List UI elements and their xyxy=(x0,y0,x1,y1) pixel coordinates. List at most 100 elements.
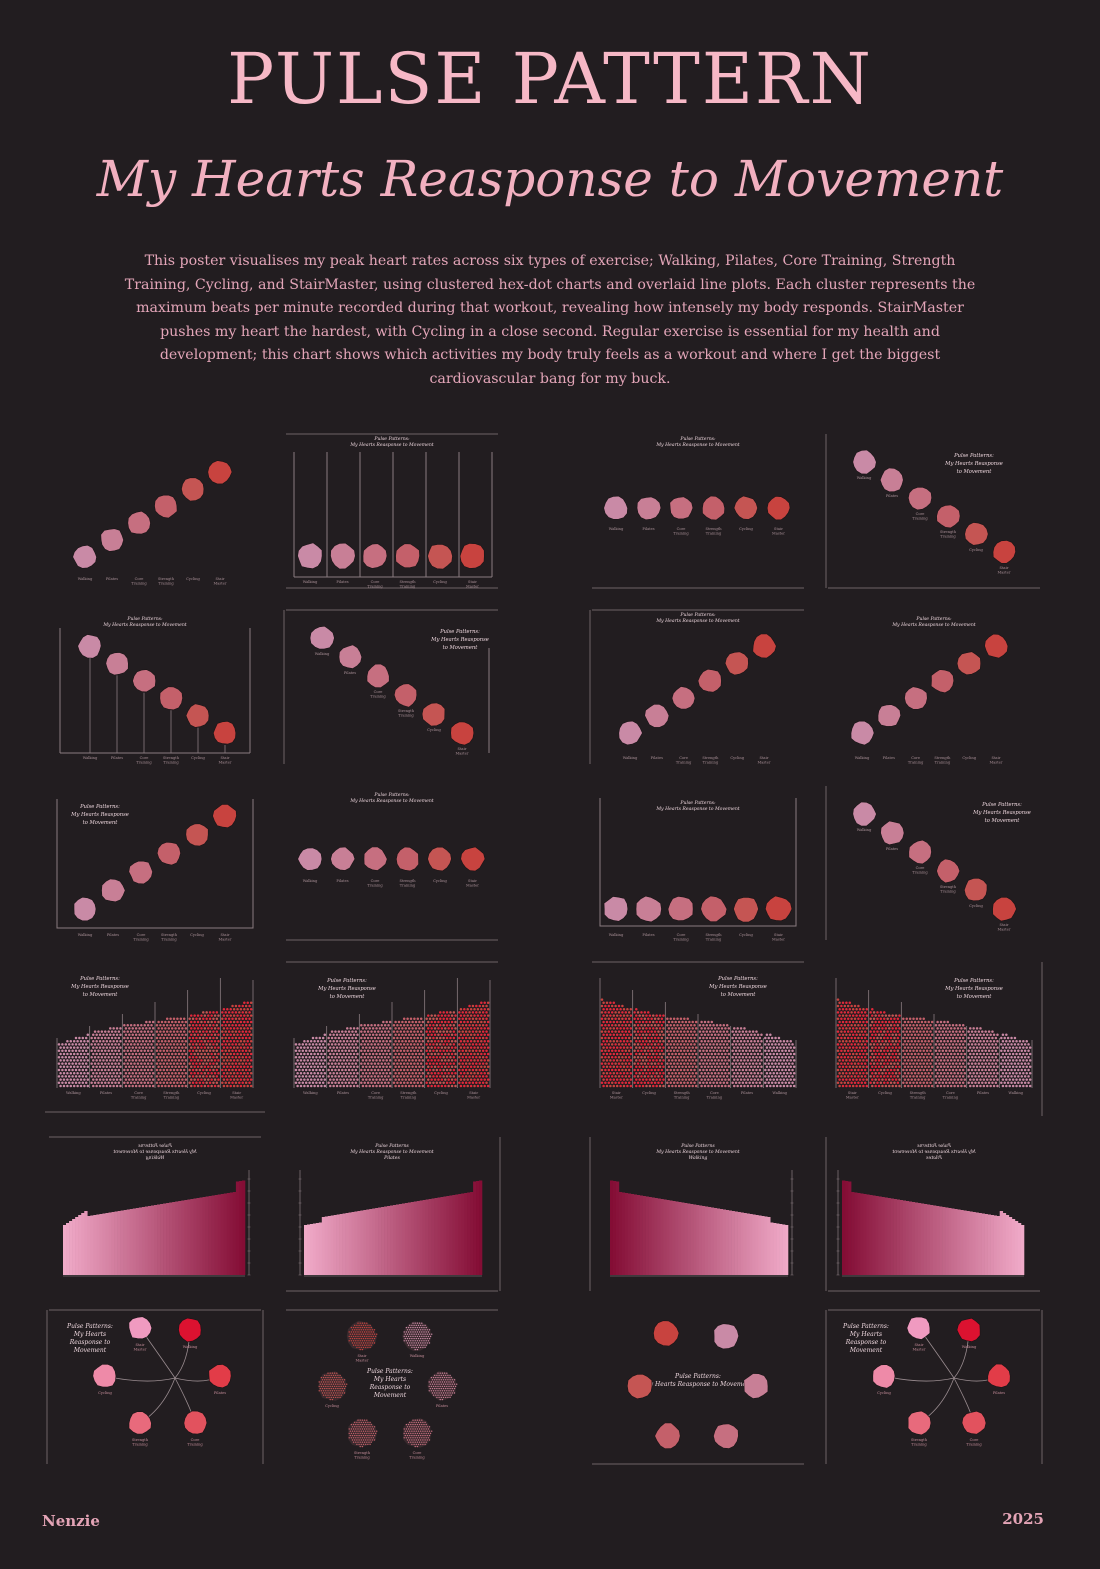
chart-title: to Movement xyxy=(83,992,119,998)
dot xyxy=(241,1036,244,1040)
dot xyxy=(948,1062,951,1065)
dot xyxy=(212,1017,215,1021)
hex-dot-cluster xyxy=(421,702,446,727)
dot xyxy=(373,1068,377,1072)
dot xyxy=(485,1004,488,1008)
dot xyxy=(745,1075,748,1078)
dot xyxy=(836,1081,840,1085)
dot xyxy=(181,1059,184,1062)
dot xyxy=(896,1023,900,1027)
dot xyxy=(172,1068,176,1072)
dot xyxy=(315,1055,318,1059)
panel-diagonal-down: Pulse Patterns: My Hearts Reasponse to Mov… xyxy=(824,432,1044,590)
hex-dot-cluster xyxy=(159,686,183,711)
dot xyxy=(626,1065,629,1069)
dot xyxy=(207,1027,210,1030)
dot xyxy=(874,1059,877,1062)
dot xyxy=(313,1065,316,1069)
dot xyxy=(330,1062,334,1065)
dot xyxy=(442,1075,445,1078)
category-label: Pilates xyxy=(336,879,348,883)
dot xyxy=(927,1033,930,1037)
dot xyxy=(399,1075,403,1078)
chart-title: My Hearts Reasponse to Movement xyxy=(349,442,433,448)
bar xyxy=(105,1213,109,1275)
dot xyxy=(239,1065,243,1069)
dot xyxy=(244,1068,248,1072)
dot xyxy=(221,1036,224,1040)
dot xyxy=(485,1062,488,1065)
dot xyxy=(468,1062,471,1065)
dot xyxy=(190,1052,193,1056)
dot xyxy=(917,1033,920,1037)
dot xyxy=(977,1075,981,1078)
poster-title: PULSE PATTERN xyxy=(227,38,873,120)
dot xyxy=(1000,1043,1003,1046)
dot xyxy=(93,1036,97,1040)
dot xyxy=(982,1046,986,1049)
dot xyxy=(946,1039,950,1043)
dot xyxy=(444,1052,447,1056)
dot xyxy=(719,1055,722,1059)
dot xyxy=(879,1049,883,1053)
dot xyxy=(792,1071,796,1075)
dot xyxy=(939,1027,943,1030)
dot xyxy=(756,1059,760,1062)
dot xyxy=(339,1046,342,1049)
bar xyxy=(160,1204,164,1275)
hex-dot-cluster xyxy=(77,634,102,659)
dot xyxy=(784,1075,787,1078)
dot xyxy=(688,1039,691,1043)
dot xyxy=(647,1023,650,1027)
dot xyxy=(655,1059,658,1062)
dot xyxy=(751,1043,755,1046)
dot xyxy=(863,1062,867,1065)
dot xyxy=(896,1036,900,1040)
dot xyxy=(908,1055,912,1059)
dot xyxy=(435,1017,439,1021)
dot xyxy=(951,1030,955,1033)
dot xyxy=(915,1023,919,1027)
dot xyxy=(674,1065,677,1069)
hex-dot-cluster xyxy=(395,846,419,872)
dot xyxy=(769,1039,772,1043)
dot xyxy=(846,1004,850,1008)
dot xyxy=(605,1033,609,1037)
dot xyxy=(915,1062,919,1065)
dot xyxy=(485,1011,488,1014)
dot xyxy=(743,1027,746,1030)
dot xyxy=(337,1055,341,1059)
dot xyxy=(110,1068,114,1072)
dot xyxy=(741,1049,745,1053)
dot xyxy=(1025,1065,1028,1069)
dot xyxy=(653,1017,657,1021)
dot xyxy=(789,1078,792,1081)
dot xyxy=(72,1071,76,1075)
dot xyxy=(1027,1068,1030,1072)
dot xyxy=(198,1030,202,1033)
dot xyxy=(107,1043,110,1046)
dot xyxy=(960,1052,963,1056)
dot xyxy=(341,1075,344,1078)
category-label: Cycling xyxy=(969,904,983,908)
dot xyxy=(160,1078,164,1081)
dot xyxy=(874,1020,877,1024)
dot xyxy=(739,1027,743,1030)
category-label: Training xyxy=(158,582,174,586)
dot xyxy=(406,1043,409,1046)
category-label: Stair xyxy=(774,527,783,531)
dot xyxy=(150,1043,153,1046)
dot xyxy=(110,1075,114,1078)
dot xyxy=(677,1052,681,1056)
category-label: Stair xyxy=(612,1091,621,1095)
dot xyxy=(666,1062,669,1065)
dot xyxy=(164,1084,167,1088)
dot xyxy=(725,1068,729,1072)
chart-title: My Hearts Reasponse to Movement xyxy=(655,618,739,624)
dot xyxy=(481,1081,485,1085)
dot xyxy=(66,1039,69,1043)
dot xyxy=(351,1055,354,1059)
dot xyxy=(69,1059,73,1062)
dot xyxy=(425,1068,428,1072)
dot xyxy=(602,1084,605,1088)
